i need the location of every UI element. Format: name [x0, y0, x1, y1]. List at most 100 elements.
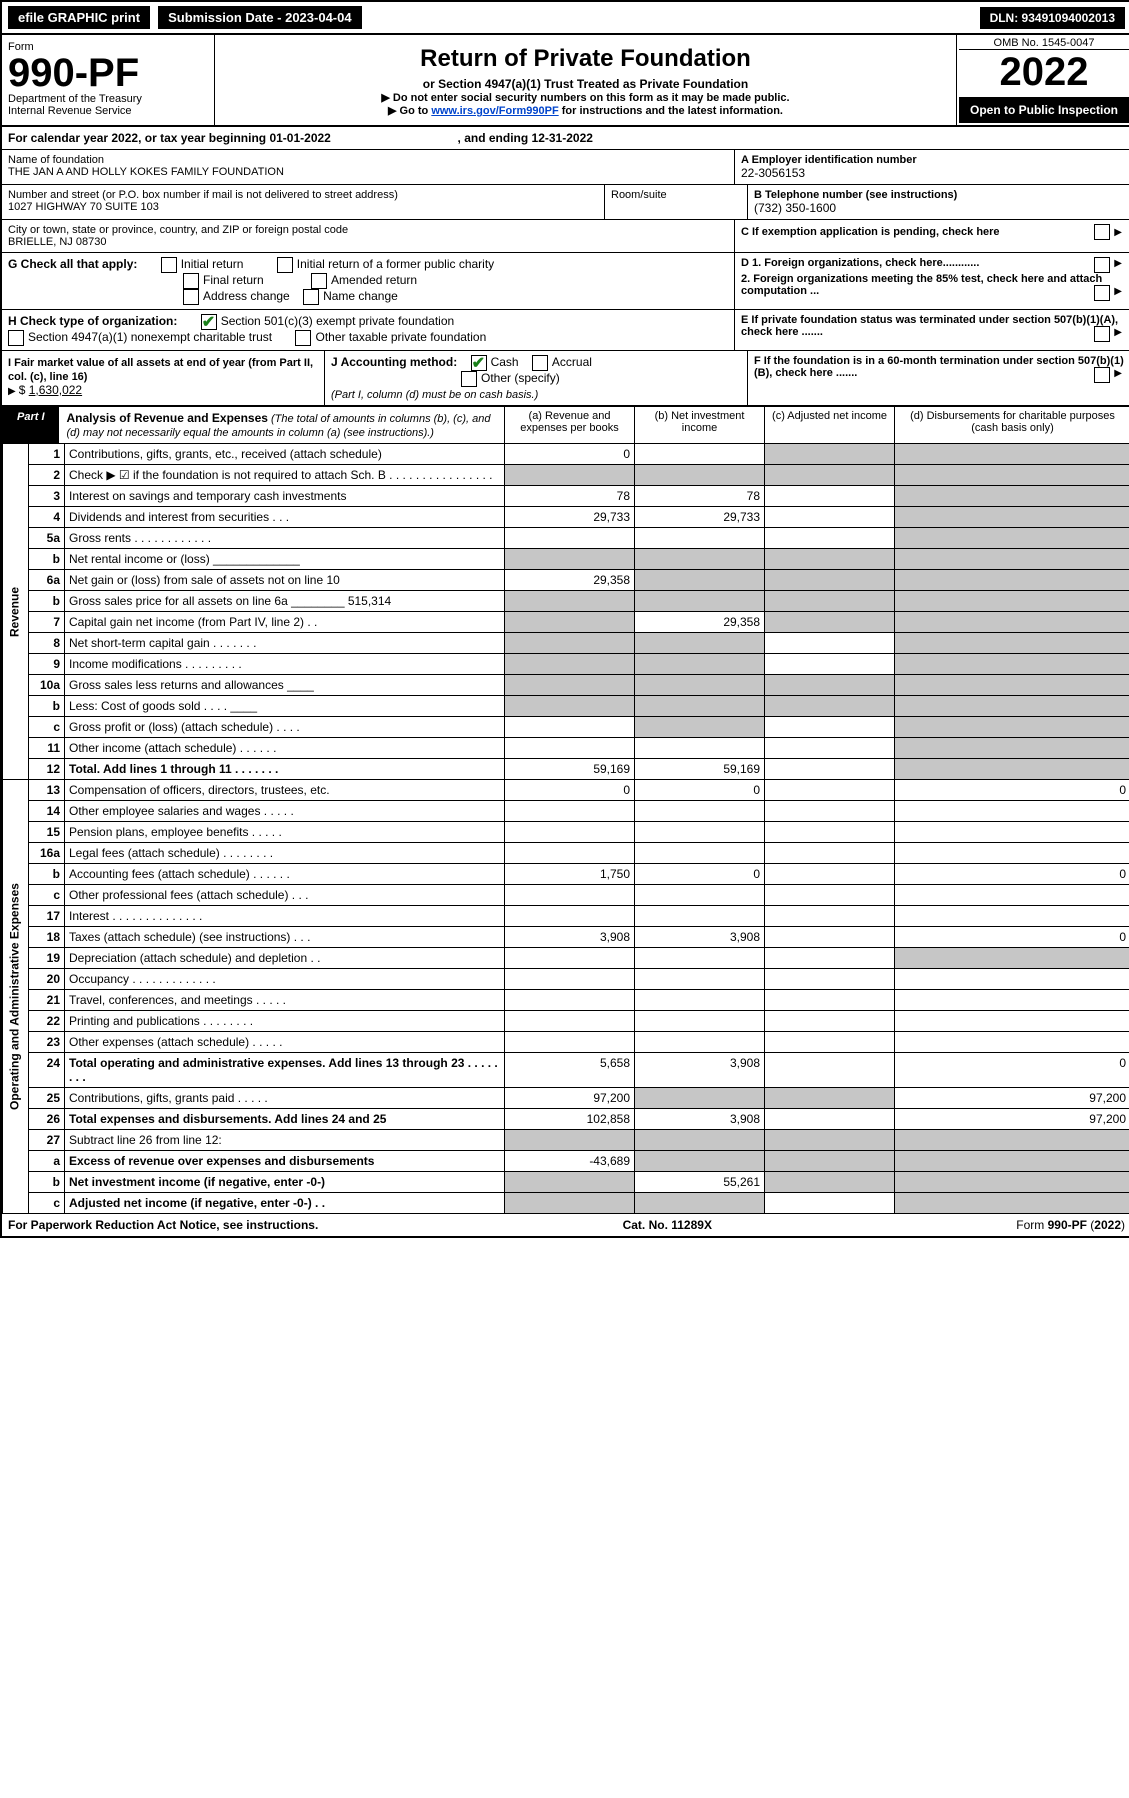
cell-value — [765, 717, 895, 738]
submission-date: Submission Date - 2023-04-04 — [158, 6, 362, 29]
cell-value — [635, 990, 765, 1011]
table-row: 26Total expenses and disbursements. Add … — [3, 1109, 1129, 1130]
cell-value — [765, 801, 895, 822]
j-cash-checkbox[interactable] — [471, 355, 487, 371]
row-number: 11 — [29, 738, 65, 759]
cell-value: 3,908 — [635, 927, 765, 948]
cell-value — [765, 465, 895, 486]
cell-value — [765, 822, 895, 843]
cell-value: 29,733 — [505, 507, 635, 528]
g-address-checkbox[interactable] — [183, 289, 199, 305]
row-desc: Interest on savings and temporary cash i… — [65, 486, 505, 507]
g-initial-public-checkbox[interactable] — [277, 257, 293, 273]
form-title: Return of Private Foundation — [221, 45, 950, 73]
g-name-checkbox[interactable] — [303, 289, 319, 305]
city-value: BRIELLE, NJ 08730 — [8, 236, 728, 248]
row-number: b — [29, 864, 65, 885]
cell-value — [505, 633, 635, 654]
row-desc: Excess of revenue over expenses and disb… — [65, 1151, 505, 1172]
g-amended-checkbox[interactable] — [311, 273, 327, 289]
cell-value — [765, 654, 895, 675]
address-phone-row: Number and street (or P.O. box number if… — [2, 185, 1129, 220]
dln-label: DLN: 93491094002013 — [980, 7, 1125, 29]
row-number: 20 — [29, 969, 65, 990]
cell-value: 59,169 — [635, 759, 765, 780]
row-desc: Check ▶ ☑ if the foundation is not requi… — [65, 465, 505, 486]
cell-value: 0 — [635, 780, 765, 801]
h-other-label: Other taxable private foundation — [315, 330, 486, 344]
cell-value — [765, 675, 895, 696]
row-desc: Gross rents . . . . . . . . . . . . — [65, 528, 505, 549]
j-label: J Accounting method: — [331, 355, 457, 369]
phone-value: (732) 350-1600 — [754, 201, 1125, 215]
cell-value — [505, 906, 635, 927]
d2-checkbox[interactable] — [1094, 285, 1110, 301]
cell-value — [505, 969, 635, 990]
side-label: Operating and Administrative Expenses — [3, 780, 29, 1214]
tax-year: 2022 — [959, 50, 1129, 95]
cell-value: 0 — [895, 1053, 1129, 1088]
table-row: 22Printing and publications . . . . . . … — [3, 1011, 1129, 1032]
row-desc: Total. Add lines 1 through 11 . . . . . … — [65, 759, 505, 780]
table-row: 7Capital gain net income (from Part IV, … — [3, 612, 1129, 633]
h-4947-checkbox[interactable] — [8, 330, 24, 346]
side-label: Revenue — [3, 444, 29, 780]
row-number: 17 — [29, 906, 65, 927]
c-checkbox[interactable] — [1094, 224, 1110, 240]
cell-value — [895, 843, 1129, 864]
g-final-checkbox[interactable] — [183, 273, 199, 289]
cell-value — [765, 1109, 895, 1130]
j-accrual-checkbox[interactable] — [532, 355, 548, 371]
row-number: b — [29, 549, 65, 570]
cell-value — [505, 1193, 635, 1214]
h-label: H Check type of organization: — [8, 314, 177, 328]
cell-value — [635, 717, 765, 738]
table-row: Revenue1Contributions, gifts, grants, et… — [3, 444, 1129, 465]
cell-value — [765, 1151, 895, 1172]
cell-value — [895, 801, 1129, 822]
h-501c3-checkbox[interactable] — [201, 314, 217, 330]
table-row: 9Income modifications . . . . . . . . . — [3, 654, 1129, 675]
g-initial-checkbox[interactable] — [161, 257, 177, 273]
irs-link[interactable]: www.irs.gov/Form990PF — [431, 105, 558, 117]
table-row: 23Other expenses (attach schedule) . . .… — [3, 1032, 1129, 1053]
cell-value — [635, 1193, 765, 1214]
h-other-checkbox[interactable] — [295, 330, 311, 346]
e-checkbox[interactable] — [1094, 326, 1110, 342]
row-desc: Pension plans, employee benefits . . . .… — [65, 822, 505, 843]
cell-value — [895, 759, 1129, 780]
cell-value — [505, 948, 635, 969]
table-row: bNet investment income (if negative, ent… — [3, 1172, 1129, 1193]
row-desc: Net rental income or (loss) ____________… — [65, 549, 505, 570]
cell-value — [765, 1130, 895, 1151]
row-desc: Contributions, gifts, grants paid . . . … — [65, 1088, 505, 1109]
cell-value — [765, 843, 895, 864]
cell-value — [895, 633, 1129, 654]
i-j-f-row: I Fair market value of all assets at end… — [2, 351, 1129, 406]
table-row: bGross sales price for all assets on lin… — [3, 591, 1129, 612]
cell-value — [635, 444, 765, 465]
row-number: c — [29, 717, 65, 738]
cell-value — [505, 675, 635, 696]
cell-value: 3,908 — [635, 1109, 765, 1130]
d1-checkbox[interactable] — [1094, 257, 1110, 273]
cell-value — [895, 969, 1129, 990]
cell-value — [635, 1151, 765, 1172]
cell-value: 3,908 — [635, 1053, 765, 1088]
part1-title: Analysis of Revenue and Expenses (The to… — [59, 407, 505, 443]
row-desc: Gross sales less returns and allowances … — [65, 675, 505, 696]
cell-value — [635, 696, 765, 717]
cell-value — [895, 696, 1129, 717]
row-number: c — [29, 1193, 65, 1214]
note-goto-post: for instructions and the latest informat… — [562, 105, 783, 117]
efile-button[interactable]: efile GRAPHIC print — [8, 6, 150, 29]
row-desc: Other professional fees (attach schedule… — [65, 885, 505, 906]
j-other-checkbox[interactable] — [461, 371, 477, 387]
city-label: City or town, state or province, country… — [8, 224, 728, 236]
cell-value — [635, 969, 765, 990]
cell-value — [765, 507, 895, 528]
f-checkbox[interactable] — [1094, 367, 1110, 383]
cell-value — [635, 654, 765, 675]
cell-value — [895, 528, 1129, 549]
cell-value — [635, 675, 765, 696]
